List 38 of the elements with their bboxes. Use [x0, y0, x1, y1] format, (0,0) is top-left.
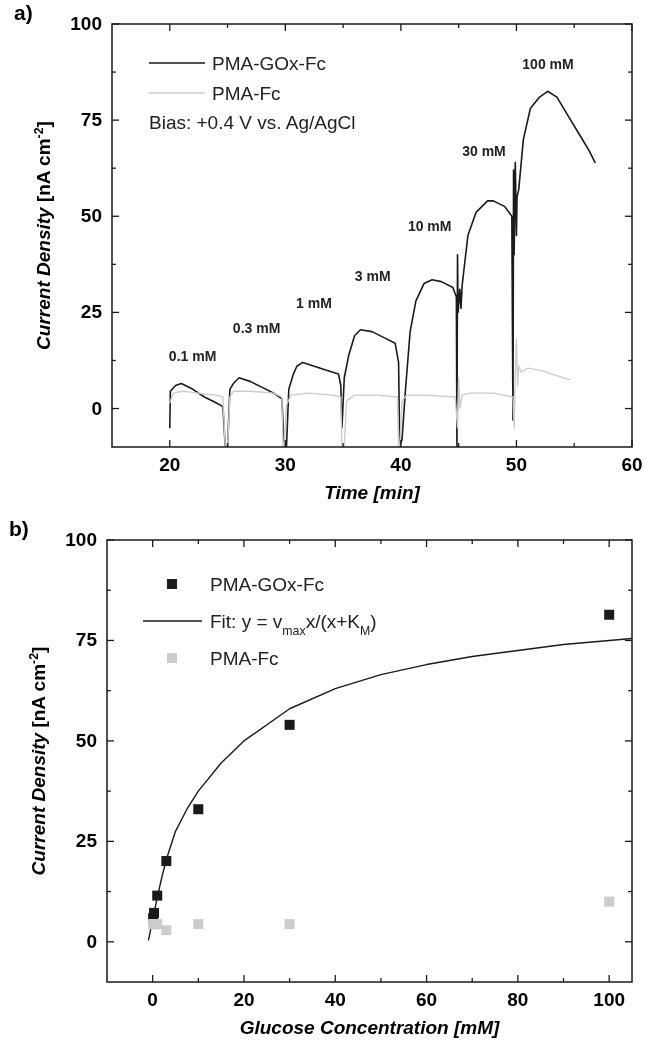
x-axis-title: Time [min]	[324, 482, 421, 503]
annotation: Bias: +0.4 V vs. Ag/AgCl	[149, 112, 356, 133]
y-tick-label: 50	[80, 205, 102, 227]
x-tick-label: 60	[621, 454, 643, 475]
legend-label: PMA-Fc	[210, 648, 279, 669]
y-tick-label: 25	[75, 830, 98, 852]
annotation: 30 mM	[462, 143, 506, 159]
chart-title: a)	[14, 1, 33, 24]
annotation: 0.3 mM	[232, 320, 281, 336]
legend-label: PMA-GOx-Fc	[210, 574, 324, 595]
y-tick-label: 75	[80, 109, 103, 131]
x-tick-label: 30	[274, 454, 296, 475]
y-tick-label: 100	[65, 529, 97, 550]
legend-label: PMA-GOx-Fc	[212, 53, 326, 74]
x-tick-label: 100	[593, 989, 626, 1010]
legend-label: Fit: y = v$_{max}$x/(x+K$_{M}$)	[210, 611, 377, 638]
annotation: 1 mM	[296, 295, 332, 312]
annotation: 0.1 mM	[168, 348, 217, 364]
y-tick-label: 0	[91, 397, 102, 419]
x-axis-title: Glucose Concentration [mM]	[239, 1017, 501, 1038]
y-tick-label: 0	[86, 930, 97, 952]
x-tick-label: 0	[147, 989, 158, 1010]
legend-label: PMA-Fc	[212, 83, 281, 104]
annotation: 100 mM	[522, 55, 574, 72]
annotation: 10 mM	[407, 217, 452, 234]
x-tick-label: 50	[505, 454, 528, 475]
annotation: 3 mM	[354, 267, 391, 284]
x-tick-label: 80	[507, 989, 529, 1010]
y-tick-label: 75	[75, 629, 98, 651]
x-tick-label: 60	[415, 989, 438, 1010]
chart-title: b)	[9, 517, 29, 540]
x-tick-label: 20	[159, 454, 181, 475]
x-tick-label: 40	[390, 454, 412, 475]
y-tick-label: 100	[70, 13, 102, 34]
x-tick-label: 40	[324, 989, 346, 1010]
y-tick-label: 50	[75, 729, 97, 751]
x-tick-label: 20	[233, 989, 255, 1010]
y-tick-label: 25	[80, 301, 103, 323]
